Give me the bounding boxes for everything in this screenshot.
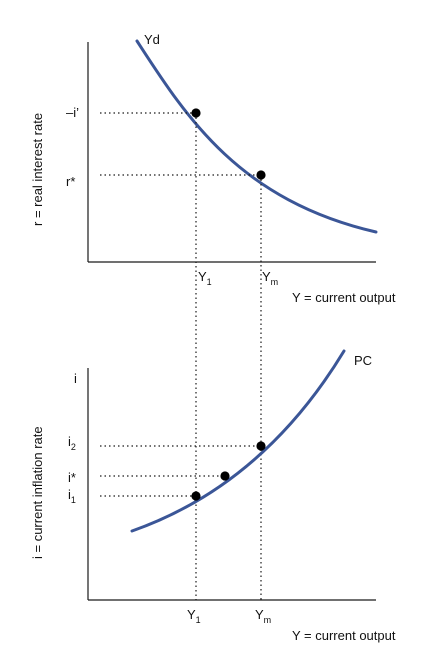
tick-label-r-star: r* [66, 174, 75, 189]
tick-label-y1-bottom: Y1 [187, 607, 201, 625]
demand-y-axis-title: r = real interest rate [30, 113, 45, 226]
tick-label-i2: i2 [68, 434, 76, 452]
tick-label-y1-top: Y1 [198, 269, 212, 287]
demand-x-axis-title: Y = current output [292, 290, 396, 305]
demand-panel: Yd –i’ r* Y1 Ym Y = current output r = r… [30, 32, 396, 600]
phillips-curve-label: PC [354, 353, 372, 368]
demand-point-ym [256, 170, 266, 180]
tick-label-i-star: i* [68, 470, 76, 485]
tick-label-ym-top: Ym [262, 269, 278, 287]
phillips-point-i2 [256, 441, 266, 451]
tick-label-i1: i1 [68, 487, 76, 505]
phillips-y-axis-symbol: i [74, 371, 77, 386]
tick-label-ym-bottom: Ym [255, 607, 271, 625]
phillips-panel: PC i i2 i* i1 Y1 Ym Y = current output i… [30, 349, 396, 643]
demand-point-y1 [191, 108, 201, 118]
phillips-x-axis-title: Y = current output [292, 628, 396, 643]
phillips-y-axis-title: i = current inflation rate [30, 426, 45, 559]
phillips-curve-pc [130, 349, 346, 533]
phillips-point-istar [220, 471, 230, 481]
demand-curve-label: Yd [144, 32, 160, 47]
tick-label-neg-i-prime: –i’ [66, 105, 79, 120]
phillips-point-i1 [191, 491, 201, 501]
demand-curve-yd [135, 39, 378, 234]
